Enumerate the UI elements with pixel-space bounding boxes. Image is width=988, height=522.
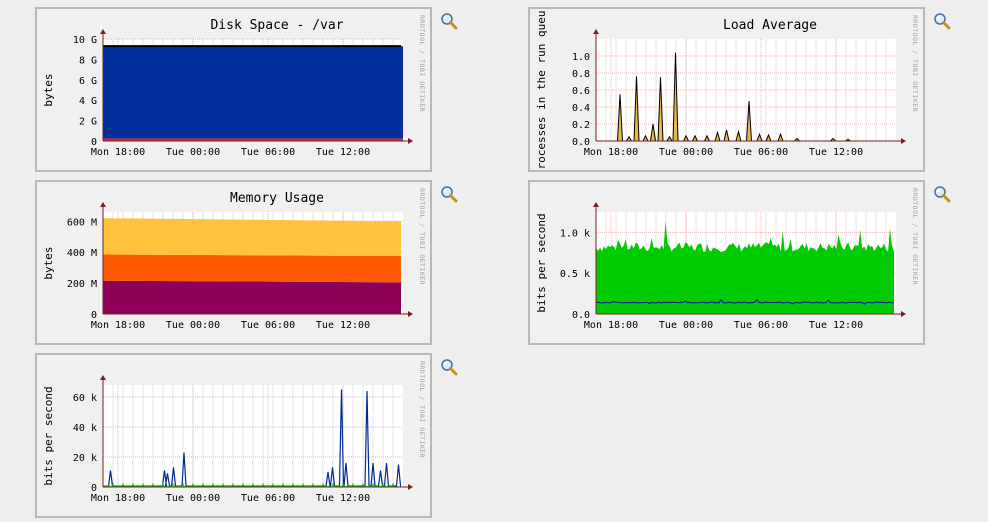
y-axis-arrow <box>100 29 106 34</box>
x-axis-arrow <box>901 138 906 144</box>
rrdtool-watermark: RRDTOOL / TOBI OETIKER <box>418 361 426 458</box>
area-series <box>103 138 403 141</box>
x-tick-label: Tue 12:00 <box>316 320 370 331</box>
x-axis-arrow <box>408 138 413 144</box>
x-tick-label: Tue 00:00 <box>166 493 220 504</box>
x-tick-label: Mon 18:00 <box>91 493 145 504</box>
y-tick-label: 8 G <box>79 55 97 66</box>
chart-disk-space: 0 2 G 4 G 6 G 8 G 10 G Mon 18:00 Tue 00:00 Tue 0… <box>42 15 426 158</box>
y-axis-label: bits per second <box>535 213 548 312</box>
x-tick-label: Mon 18:00 <box>91 147 145 158</box>
rrdtool-watermark: RRDTOOL / TOBI OETIKER <box>418 15 426 112</box>
y-tick-label: 20 k <box>73 453 97 464</box>
x-tick-label: Tue 06:00 <box>241 147 295 158</box>
chart-panel-traffic-1: 0.0 0.5 k 1.0 k Mon 18:00 Tue 00:00 Tue 06:00… <box>528 180 925 345</box>
chart-panel-traffic-2: 0 20 k 40 k 60 k Mon 18:00 Tue 00:00 Tue 06:00… <box>35 353 432 518</box>
magnifier-zoom-icon[interactable] <box>933 12 951 30</box>
y-axis-arrow <box>100 202 106 207</box>
chart-load-average: 0.0 0.2 0.4 0.6 0.8 1.0 Mon 18:00 Tue 00:00 Tue … <box>535 11 919 170</box>
x-tick-label: Mon 18:00 <box>584 147 638 158</box>
y-tick-label: 0.0 <box>572 310 590 321</box>
y-axis-label: bits per second <box>42 386 55 485</box>
y-tick-label: 0.6 <box>572 86 590 97</box>
outbound-line <box>595 298 895 305</box>
y-tick-label: 2 G <box>79 117 97 128</box>
magnifier-zoom-icon[interactable] <box>933 185 951 203</box>
y-axis-label: rocesses in the run queu <box>535 11 548 170</box>
x-tick-label: Tue 12:00 <box>809 320 863 331</box>
chart-traffic-1: 0.0 0.5 k 1.0 k Mon 18:00 Tue 00:00 Tue 06:00… <box>535 188 919 331</box>
rrdtool-watermark: RRDTOOL / TOBI OETIKER <box>418 188 426 285</box>
area-series <box>103 280 401 314</box>
x-tick-label: Tue 06:00 <box>734 320 788 331</box>
y-axis-label: bytes <box>42 73 55 106</box>
x-axis-arrow <box>408 311 413 317</box>
x-tick-label: Mon 18:00 <box>91 320 145 331</box>
y-tick-label: 60 k <box>73 393 97 404</box>
x-tick-label: Tue 12:00 <box>316 493 370 504</box>
rrdtool-watermark: RRDTOOL / TOBI OETIKER <box>911 15 919 112</box>
x-tick-label: Tue 00:00 <box>166 147 220 158</box>
y-tick-label: 600 M <box>67 217 97 228</box>
y-tick-label: 0 <box>91 137 97 148</box>
x-tick-label: Tue 06:00 <box>241 320 295 331</box>
chart-memory-usage: 0 200 M 400 M 600 M Mon 18:00 Tue 00:00 Tue 06… <box>42 188 426 331</box>
x-tick-label: Mon 18:00 <box>584 320 638 331</box>
x-tick-label: Tue 12:00 <box>809 147 863 158</box>
y-axis-arrow <box>593 202 599 207</box>
area-series <box>103 254 401 283</box>
x-tick-label: Tue 06:00 <box>241 493 295 504</box>
y-tick-label: 0 <box>91 483 97 494</box>
y-tick-label: 6 G <box>79 76 97 87</box>
magnifier-zoom-icon[interactable] <box>440 12 458 30</box>
y-tick-label: 200 M <box>67 279 97 290</box>
y-axis-label: bytes <box>42 246 55 279</box>
x-tick-label: Tue 00:00 <box>659 147 713 158</box>
y-tick-label: 1.0 k <box>560 228 590 239</box>
y-tick-label: 1.0 <box>572 52 590 63</box>
chart-panel-memory-usage: 0 200 M 400 M 600 M Mon 18:00 Tue 00:00 Tue 06… <box>35 180 432 345</box>
y-tick-label: 400 M <box>67 248 97 259</box>
y-axis-arrow <box>100 375 106 380</box>
magnifier-zoom-icon[interactable] <box>440 185 458 203</box>
x-axis-arrow <box>901 311 906 317</box>
y-tick-label: 4 G <box>79 96 97 107</box>
y-tick-label: 0.4 <box>572 103 590 114</box>
chart-panel-disk-space: 0 2 G 4 G 6 G 8 G 10 G Mon 18:00 Tue 00:00 Tue 0… <box>35 7 432 172</box>
x-tick-label: Tue 00:00 <box>659 320 713 331</box>
y-tick-label: 0.2 <box>572 120 590 131</box>
y-tick-label: 10 G <box>73 35 97 46</box>
y-axis-arrow <box>593 29 599 34</box>
area-series <box>103 218 401 257</box>
y-tick-label: 0.8 <box>572 69 590 80</box>
rrdtool-watermark: RRDTOOL / TOBI OETIKER <box>911 188 919 285</box>
chart-title: Memory Usage <box>230 191 324 206</box>
area-series <box>103 46 403 139</box>
y-tick-label: 0 <box>91 310 97 321</box>
chart-title: Disk Space - /var <box>210 18 343 33</box>
y-tick-label: 0.0 <box>572 137 590 148</box>
y-tick-label: 0.5 k <box>560 269 590 280</box>
chart-traffic-2: 0 20 k 40 k 60 k Mon 18:00 Tue 00:00 Tue 06:00… <box>42 361 426 504</box>
x-axis-arrow <box>408 484 413 490</box>
chart-panel-load-average: 0.0 0.2 0.4 0.6 0.8 1.0 Mon 18:00 Tue 00:00 Tue … <box>528 7 925 172</box>
magnifier-zoom-icon[interactable] <box>440 358 458 376</box>
x-tick-label: Tue 12:00 <box>316 147 370 158</box>
x-tick-label: Tue 06:00 <box>734 147 788 158</box>
y-tick-label: 40 k <box>73 423 97 434</box>
chart-title: Load Average <box>723 18 817 33</box>
x-tick-label: Tue 00:00 <box>166 320 220 331</box>
inbound-area <box>596 220 894 314</box>
